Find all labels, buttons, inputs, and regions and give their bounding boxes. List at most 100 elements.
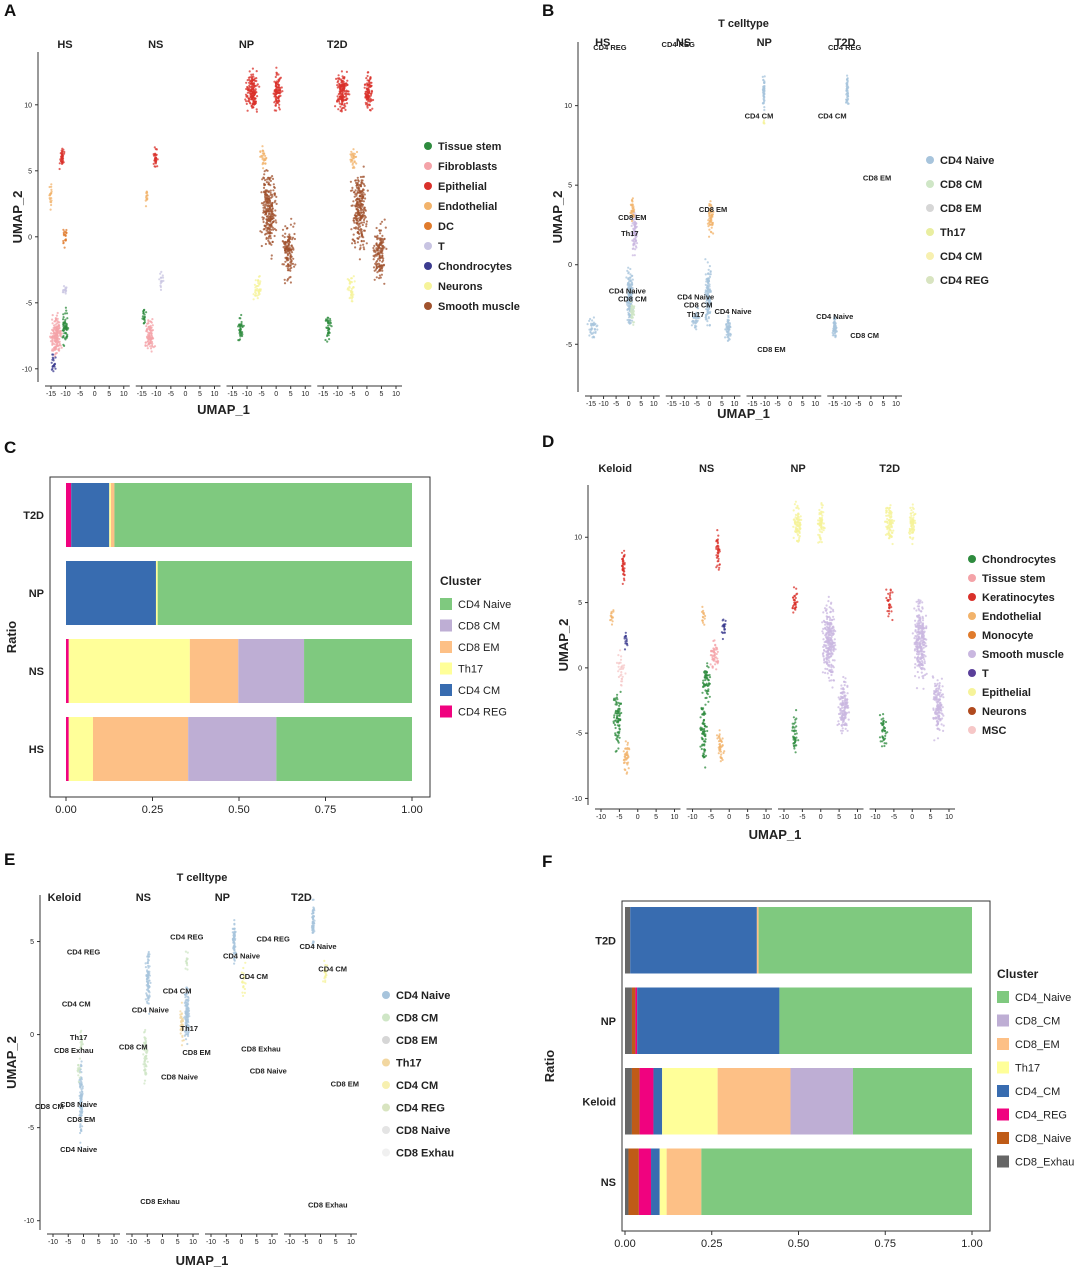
umap-point [935, 724, 938, 727]
umap-point [936, 687, 939, 690]
umap-point [270, 210, 273, 213]
umap-cluster [704, 258, 713, 327]
umap-point [728, 322, 731, 325]
umap-cluster [259, 169, 278, 260]
umap-point [942, 724, 945, 727]
umap-cluster [334, 70, 351, 113]
umap-point [825, 615, 828, 618]
umap-point [700, 747, 703, 751]
umap-point [273, 234, 276, 238]
umap-point [359, 228, 362, 231]
umap-point [617, 675, 620, 679]
umap-point [273, 192, 276, 195]
umap-point [253, 89, 256, 92]
umap-point [818, 508, 821, 512]
umap-point [704, 696, 707, 700]
umap-cluster [281, 217, 297, 285]
umap-point [701, 738, 704, 741]
umap-point [817, 519, 820, 522]
umap-point [724, 619, 727, 622]
umap-point [922, 643, 925, 646]
umap-point [369, 81, 372, 84]
umap-cluster [252, 275, 262, 301]
umap-point [369, 94, 372, 97]
umap-point [256, 297, 259, 300]
umap-point [923, 654, 926, 657]
umap-point [251, 103, 254, 106]
legend-swatch [440, 684, 452, 696]
umap-point [252, 73, 255, 76]
umap-point [55, 319, 58, 322]
umap-point [703, 623, 706, 626]
umap-point [269, 184, 272, 187]
umap-point [911, 542, 914, 546]
umap-point [830, 666, 833, 669]
umap-point [343, 85, 346, 88]
umap-point [635, 225, 638, 228]
legend-label: Tissue stem [438, 141, 502, 153]
umap-point [284, 225, 287, 228]
umap-point [51, 318, 54, 321]
umap-point [909, 518, 912, 521]
umap-point [336, 81, 339, 84]
umap-point [64, 331, 67, 334]
umap-point [701, 605, 704, 608]
umap-point [269, 226, 272, 229]
umap-point [269, 202, 272, 205]
umap-point [621, 667, 624, 670]
x-tick-label: -5 [694, 401, 700, 408]
umap-point [831, 608, 835, 611]
umap-point [380, 273, 383, 276]
umap-point [938, 686, 941, 689]
legend-swatch [440, 598, 452, 610]
y-tick-label: 0 [568, 262, 572, 269]
umap-cluster [349, 148, 359, 169]
umap-point [624, 747, 627, 750]
umap-cluster [720, 618, 727, 641]
umap-point [834, 326, 837, 329]
bar-segment [66, 483, 72, 547]
umap-point [826, 642, 829, 645]
umap-point [360, 197, 363, 200]
umap-point [266, 169, 269, 172]
umap-point [798, 535, 801, 538]
bar-segment [238, 639, 305, 703]
umap-point [278, 91, 281, 94]
umap-point [257, 279, 260, 282]
umap-point [707, 700, 710, 703]
umap-point [798, 536, 801, 540]
umap-point [358, 214, 361, 217]
umap-point [703, 744, 706, 747]
umap-point [151, 342, 154, 345]
umap-point [704, 678, 707, 682]
x-tick-label: 10 [671, 814, 679, 821]
umap-point [936, 694, 939, 697]
umap-point [728, 338, 731, 341]
umap-point [56, 332, 59, 335]
umap-point [914, 625, 917, 628]
umap-point [616, 731, 619, 734]
umap-point [264, 162, 267, 165]
umap-point [62, 329, 65, 332]
umap-point [346, 287, 350, 290]
umap-point [141, 317, 144, 320]
umap-point [54, 340, 57, 343]
umap-point [729, 333, 732, 336]
x-tick-label: 0.75 [315, 804, 336, 816]
umap-cluster [158, 270, 165, 291]
x-tick-label: 0.50 [228, 804, 249, 816]
umap-point [840, 724, 843, 727]
umap-point [149, 347, 153, 350]
umap-point [796, 528, 799, 531]
y-tick-label: 5 [568, 183, 572, 190]
umap-point [797, 739, 800, 742]
umap-point [885, 510, 888, 514]
umap-point [627, 321, 630, 324]
umap-point [264, 203, 267, 206]
umap-point [910, 524, 913, 528]
umap-point [702, 752, 705, 755]
umap-point [840, 687, 843, 690]
umap-point [352, 200, 355, 203]
umap-point [267, 239, 270, 242]
umap-point [362, 195, 365, 198]
